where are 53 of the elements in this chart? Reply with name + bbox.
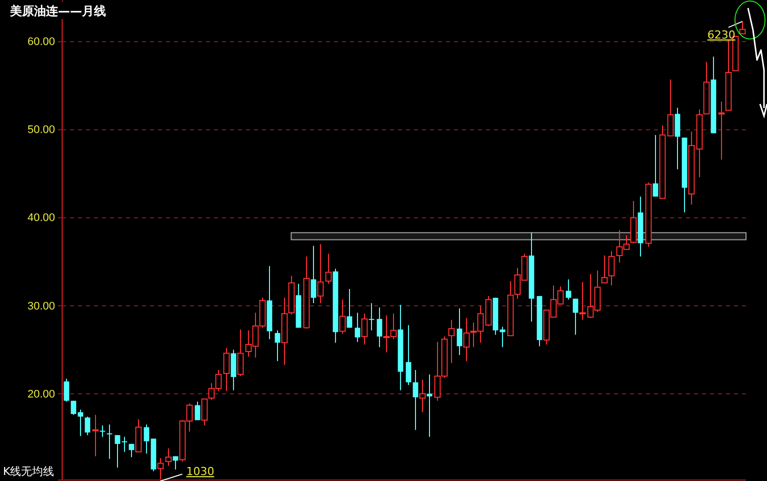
candlestick [376, 306, 382, 348]
candlestick [144, 424, 150, 454]
candlestick [310, 245, 316, 304]
candlestick [566, 278, 572, 300]
candlestick [406, 324, 412, 386]
candlestick [426, 374, 432, 438]
chart-title: 美原油连——月线 [9, 4, 106, 18]
candlestick [84, 416, 90, 436]
candlestick [230, 349, 236, 391]
candlestick [274, 330, 280, 362]
candlestick [201, 398, 208, 426]
y-tick-label: 50.00 [27, 124, 55, 136]
text: K线无均线 [3, 465, 54, 478]
candlestick [572, 298, 578, 336]
candlestick [674, 107, 680, 170]
candlestick [652, 134, 658, 198]
candlestick [354, 312, 360, 342]
candlestick [448, 319, 455, 364]
candlestick [122, 436, 128, 452]
candlestick [78, 409, 84, 436]
y-tick-label: 60.00 [27, 36, 55, 48]
candlestick [325, 253, 332, 284]
candlestick [106, 424, 112, 460]
candlestick [317, 244, 324, 304]
candlestick [165, 448, 172, 466]
candlestick [92, 414, 99, 457]
candlestick [718, 101, 725, 160]
candlestick [157, 457, 164, 480]
candlestick [237, 328, 244, 377]
candlestick [172, 456, 178, 470]
y-tick-label: 20.00 [27, 388, 55, 400]
candlestick [601, 255, 608, 284]
annotation: 1030 [186, 465, 214, 478]
candlestick [608, 250, 615, 286]
candlestick [579, 281, 586, 320]
candlestick [739, 20, 746, 34]
candlestick [194, 401, 200, 421]
candlestick [100, 424, 106, 438]
candlestick [412, 369, 418, 430]
candlestick [419, 379, 426, 413]
candlestick [361, 313, 368, 345]
candlestick [339, 299, 346, 334]
candlestick [667, 79, 674, 136]
candlestick [223, 347, 230, 392]
candlestick [114, 434, 120, 468]
candlestick [70, 400, 76, 416]
candlestick [456, 308, 462, 356]
candlestick [128, 443, 134, 458]
y-tick-label: 40.00 [27, 212, 55, 224]
y-tick-label: 30.00 [27, 300, 55, 312]
candlestick [368, 302, 374, 331]
annotation: 6230 [707, 28, 736, 42]
candlestick [64, 378, 70, 402]
